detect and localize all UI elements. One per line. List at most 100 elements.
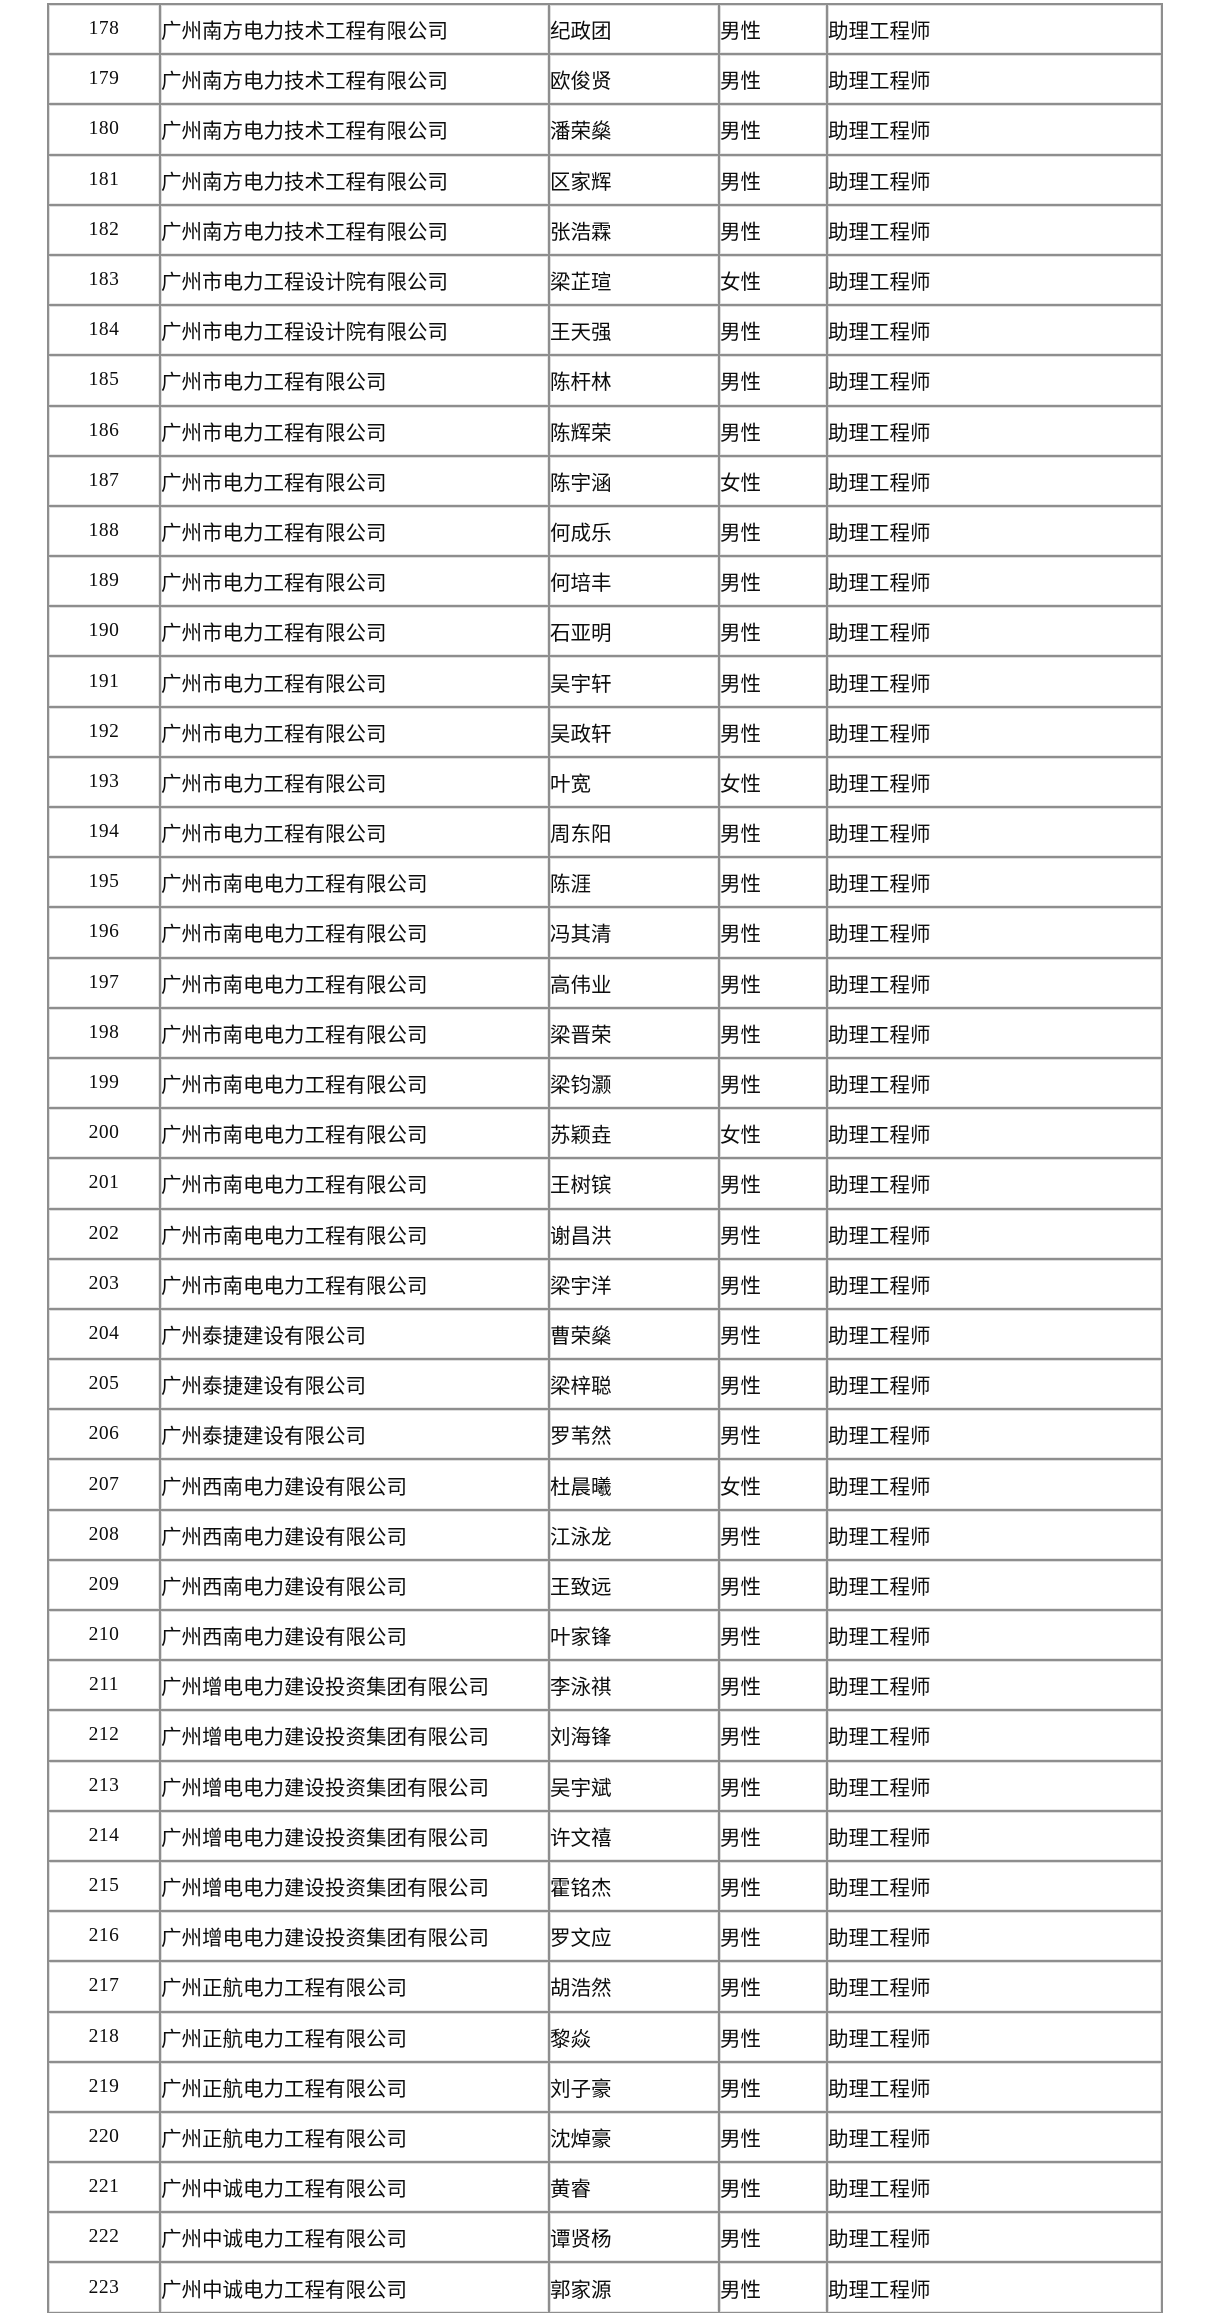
- cell-gender: 男性: [718, 2161, 828, 2214]
- table-row: 202 广州市南电电力工程有限公司 谢昌洪 男性 助理工程师: [47, 1207, 1163, 1260]
- cell-person-name: 许文禧: [548, 1809, 720, 1862]
- cell-job-title: 助理工程师: [826, 655, 1163, 708]
- cell-gender: 男性: [718, 906, 828, 959]
- cell-row-number: 193: [47, 755, 161, 809]
- cell-company-name: 广州市南电电力工程有限公司: [159, 1056, 550, 1110]
- cell-company-name: 广州市南电电力工程有限公司: [159, 1006, 550, 1059]
- table-row: 194 广州市电力工程有限公司 周东阳 男性 助理工程师: [47, 805, 1163, 859]
- cell-company-name: 广州市南电电力工程有限公司: [159, 856, 550, 909]
- cell-job-title: 助理工程师: [826, 1659, 1163, 1712]
- cell-row-number: 200: [47, 1107, 161, 1160]
- table-row: 223 广州中诚电力工程有限公司 郭家源 男性 助理工程师: [47, 2261, 1163, 2313]
- cell-company-name: 广州正航电力工程有限公司: [159, 2110, 550, 2164]
- table-row: 183 广州市电力工程设计院有限公司 梁芷瑄 女性 助理工程师: [47, 253, 1163, 307]
- cell-person-name: 谭贤杨: [548, 2211, 720, 2264]
- cell-person-name: 陈涯: [548, 856, 720, 909]
- cell-gender: 男性: [718, 2211, 828, 2264]
- table-row: 192 广州市电力工程有限公司 吴政轩 男性 助理工程师: [47, 705, 1163, 758]
- cell-gender: 男性: [718, 2010, 828, 2063]
- cell-gender: 男性: [718, 1408, 828, 1461]
- cell-company-name: 广州市南电电力工程有限公司: [159, 956, 550, 1009]
- cell-row-number: 198: [47, 1006, 161, 1059]
- table-row: 178 广州南方电力技术工程有限公司 纪政团 男性 助理工程师: [47, 2, 1163, 56]
- cell-row-number: 206: [47, 1408, 161, 1461]
- cell-gender: 男性: [718, 856, 828, 909]
- cell-row-number: 215: [47, 1859, 161, 1913]
- cell-row-number: 211: [47, 1659, 161, 1712]
- cell-row-number: 185: [47, 354, 161, 407]
- cell-gender: 男性: [718, 1960, 828, 2013]
- cell-job-title: 助理工程师: [826, 1207, 1163, 1260]
- cell-gender: 男性: [718, 1608, 828, 1662]
- cell-person-name: 梁宇洋: [548, 1257, 720, 1310]
- cell-job-title: 助理工程师: [826, 2211, 1163, 2264]
- cell-job-title: 助理工程师: [826, 1759, 1163, 1812]
- cell-row-number: 181: [47, 153, 161, 206]
- cell-gender: 男性: [718, 103, 828, 156]
- cell-job-title: 助理工程师: [826, 605, 1163, 658]
- table-row: 188 广州市电力工程有限公司 何成乐 男性 助理工程师: [47, 504, 1163, 558]
- cell-job-title: 助理工程师: [826, 1608, 1163, 1662]
- cell-person-name: 冯其清: [548, 906, 720, 959]
- cell-gender: 男性: [718, 1508, 828, 1561]
- cell-gender: 女性: [718, 253, 828, 307]
- cell-gender: 男性: [718, 404, 828, 457]
- cell-company-name: 广州西南电力建设有限公司: [159, 1608, 550, 1662]
- cell-job-title: 助理工程师: [826, 404, 1163, 457]
- cell-gender: 男性: [718, 1307, 828, 1361]
- cell-person-name: 梁晋荣: [548, 1006, 720, 1059]
- cell-gender: 男性: [718, 1207, 828, 1260]
- cell-job-title: 助理工程师: [826, 1358, 1163, 1411]
- cell-person-name: 吴宇轩: [548, 655, 720, 708]
- cell-row-number: 199: [47, 1056, 161, 1110]
- cell-company-name: 广州市南电电力工程有限公司: [159, 1207, 550, 1260]
- table-row: 179 广州南方电力技术工程有限公司 欧俊贤 男性 助理工程师: [47, 53, 1163, 106]
- table-row: 191 广州市电力工程有限公司 吴宇轩 男性 助理工程师: [47, 655, 1163, 708]
- cell-row-number: 187: [47, 454, 161, 507]
- table-row: 210 广州西南电力建设有限公司 叶家锋 男性 助理工程师: [47, 1608, 1163, 1662]
- cell-company-name: 广州中诚电力工程有限公司: [159, 2161, 550, 2214]
- cell-gender: 女性: [718, 1458, 828, 1511]
- table-row: 214 广州增电电力建设投资集团有限公司 许文禧 男性 助理工程师: [47, 1809, 1163, 1862]
- table-row: 181 广州南方电力技术工程有限公司 区家辉 男性 助理工程师: [47, 153, 1163, 206]
- cell-person-name: 陈辉荣: [548, 404, 720, 457]
- cell-job-title: 助理工程师: [826, 1458, 1163, 1511]
- cell-row-number: 190: [47, 605, 161, 658]
- cell-company-name: 广州市电力工程设计院有限公司: [159, 304, 550, 357]
- cell-company-name: 广州市南电电力工程有限公司: [159, 906, 550, 959]
- table-row: 193 广州市电力工程有限公司 叶宽 女性 助理工程师: [47, 755, 1163, 809]
- cell-person-name: 谢昌洪: [548, 1207, 720, 1260]
- cell-job-title: 助理工程师: [826, 1859, 1163, 1913]
- cell-company-name: 广州中诚电力工程有限公司: [159, 2261, 550, 2313]
- cell-row-number: 195: [47, 856, 161, 909]
- cell-row-number: 184: [47, 304, 161, 357]
- cell-gender: 男性: [718, 1558, 828, 1612]
- cell-job-title: 助理工程师: [826, 1056, 1163, 1110]
- cell-job-title: 助理工程师: [826, 856, 1163, 909]
- cell-person-name: 周东阳: [548, 805, 720, 859]
- table-row: 196 广州市南电电力工程有限公司 冯其清 男性 助理工程师: [47, 906, 1163, 959]
- cell-row-number: 214: [47, 1809, 161, 1862]
- cell-company-name: 广州西南电力建设有限公司: [159, 1458, 550, 1511]
- cell-row-number: 197: [47, 956, 161, 1009]
- cell-job-title: 助理工程师: [826, 1910, 1163, 1963]
- cell-row-number: 216: [47, 1910, 161, 1963]
- table-row: 217 广州正航电力工程有限公司 胡浩然 男性 助理工程师: [47, 1960, 1163, 2013]
- table-row: 186 广州市电力工程有限公司 陈辉荣 男性 助理工程师: [47, 404, 1163, 457]
- cell-row-number: 180: [47, 103, 161, 156]
- cell-company-name: 广州增电电力建设投资集团有限公司: [159, 1910, 550, 1963]
- cell-person-name: 石亚明: [548, 605, 720, 658]
- cell-person-name: 叶家锋: [548, 1608, 720, 1662]
- table-row: 218 广州正航电力工程有限公司 黎焱 男性 助理工程师: [47, 2010, 1163, 2063]
- cell-person-name: 罗苇然: [548, 1408, 720, 1461]
- cell-gender: 男性: [718, 2, 828, 56]
- cell-person-name: 欧俊贤: [548, 53, 720, 106]
- cell-row-number: 220: [47, 2110, 161, 2164]
- table-row: 211 广州增电电力建设投资集团有限公司 李泳祺 男性 助理工程师: [47, 1659, 1163, 1712]
- cell-row-number: 209: [47, 1558, 161, 1612]
- cell-person-name: 何培丰: [548, 555, 720, 608]
- cell-row-number: 221: [47, 2161, 161, 2214]
- cell-job-title: 助理工程师: [826, 2261, 1163, 2313]
- table-row: 185 广州市电力工程有限公司 陈杆林 男性 助理工程师: [47, 354, 1163, 407]
